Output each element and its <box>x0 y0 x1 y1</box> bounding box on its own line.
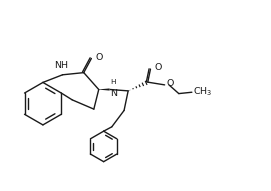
Polygon shape <box>99 88 110 91</box>
Text: O: O <box>154 63 162 73</box>
Text: N: N <box>110 89 117 98</box>
Text: CH$_3$: CH$_3$ <box>193 85 212 98</box>
Text: NH: NH <box>54 61 68 70</box>
Text: O: O <box>167 79 174 88</box>
Text: H: H <box>110 79 116 85</box>
Text: O: O <box>95 53 102 62</box>
